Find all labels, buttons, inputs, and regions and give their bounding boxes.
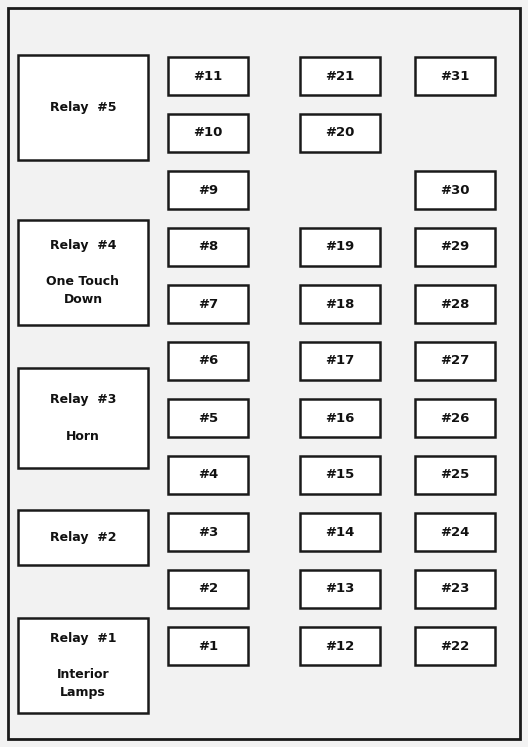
Text: #16: #16 [325, 412, 355, 424]
Bar [18, 618, 148, 713]
Bar [415, 228, 495, 266]
Bar [415, 513, 495, 551]
Text: #19: #19 [325, 241, 355, 253]
Bar [168, 285, 248, 323]
Bar [415, 627, 495, 665]
Text: Relay  #5: Relay #5 [50, 101, 116, 114]
Bar [168, 114, 248, 152]
Text: #9: #9 [198, 184, 218, 196]
Bar [18, 55, 148, 160]
Text: #12: #12 [325, 639, 355, 652]
Bar [168, 399, 248, 437]
Bar [168, 627, 248, 665]
Bar [168, 456, 248, 494]
Bar [300, 570, 380, 608]
Text: #11: #11 [193, 69, 223, 82]
Text: #3: #3 [198, 525, 218, 539]
Text: #29: #29 [440, 241, 469, 253]
Text: #17: #17 [325, 355, 355, 368]
Bar [415, 285, 495, 323]
Text: #7: #7 [198, 297, 218, 311]
Bar [415, 570, 495, 608]
Bar [300, 627, 380, 665]
Text: #25: #25 [440, 468, 469, 482]
Bar [415, 57, 495, 95]
Bar [168, 171, 248, 209]
Text: #24: #24 [440, 525, 470, 539]
Text: #31: #31 [440, 69, 470, 82]
Bar [300, 342, 380, 380]
Text: #27: #27 [440, 355, 469, 368]
Text: #30: #30 [440, 184, 470, 196]
Bar [300, 456, 380, 494]
Bar [300, 513, 380, 551]
Text: #22: #22 [440, 639, 469, 652]
Text: Relay  #1

Interior
Lamps: Relay #1 Interior Lamps [50, 632, 116, 699]
Bar [300, 57, 380, 95]
Bar [415, 342, 495, 380]
Text: Relay  #4

One Touch
Down: Relay #4 One Touch Down [46, 239, 119, 306]
Text: #28: #28 [440, 297, 470, 311]
Text: #13: #13 [325, 583, 355, 595]
Bar [168, 57, 248, 95]
Text: Relay  #2: Relay #2 [50, 531, 116, 544]
Text: #10: #10 [193, 126, 223, 140]
Bar [168, 342, 248, 380]
Bar [18, 368, 148, 468]
Text: #4: #4 [198, 468, 218, 482]
Bar [18, 220, 148, 325]
Bar [18, 510, 148, 565]
Bar [168, 570, 248, 608]
Text: #26: #26 [440, 412, 470, 424]
Bar [300, 399, 380, 437]
Text: #15: #15 [325, 468, 355, 482]
Text: #18: #18 [325, 297, 355, 311]
Bar [168, 513, 248, 551]
Text: #21: #21 [325, 69, 355, 82]
Bar [415, 171, 495, 209]
Text: #1: #1 [198, 639, 218, 652]
Bar [168, 228, 248, 266]
Text: Relay  #3

Horn: Relay #3 Horn [50, 394, 116, 442]
Bar [300, 285, 380, 323]
Bar [415, 399, 495, 437]
Text: #2: #2 [198, 583, 218, 595]
Text: #6: #6 [198, 355, 218, 368]
Text: #8: #8 [198, 241, 218, 253]
Text: #20: #20 [325, 126, 355, 140]
Bar [300, 228, 380, 266]
Bar [415, 456, 495, 494]
Text: #5: #5 [198, 412, 218, 424]
Text: #23: #23 [440, 583, 470, 595]
Text: #14: #14 [325, 525, 355, 539]
Bar [300, 114, 380, 152]
